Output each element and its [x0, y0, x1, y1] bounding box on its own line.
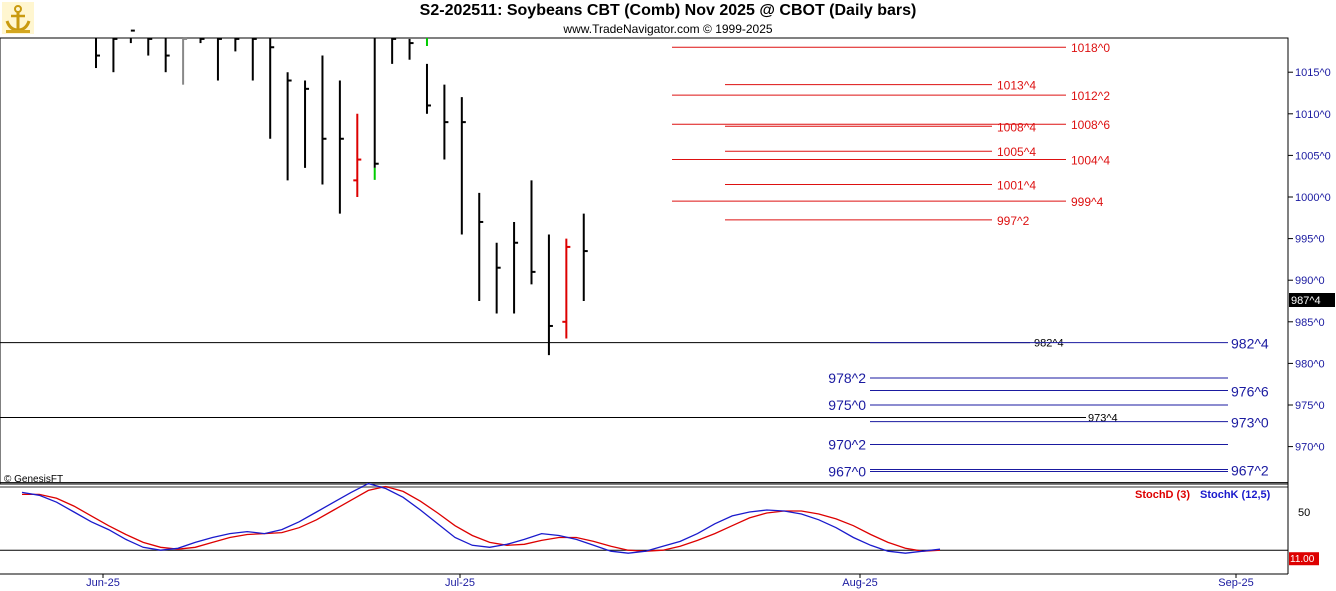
ohlc-bar [216, 37, 222, 81]
ohlc-bar [199, 37, 205, 44]
ohlc-bar [129, 29, 135, 44]
ohlc-bar [95, 38, 100, 69]
ohlc-bar [304, 80, 310, 168]
copyright-label: © GenesisFT [4, 474, 63, 485]
blue-level-label: 970^2 [828, 437, 866, 453]
ohlc-bar [251, 37, 257, 81]
price-tick-label: 970^0 [1295, 442, 1325, 454]
blue-level-label: 973^0 [1231, 415, 1269, 431]
stoch-frame [0, 487, 1288, 570]
price-frame [0, 37, 1289, 485]
red-level-label: 1008^4 [997, 120, 1036, 134]
ohlc-bar [234, 37, 240, 52]
ohlc-bar [269, 38, 275, 139]
red-level-label: 1001^4 [997, 179, 1036, 193]
red-level-label: 1005^4 [997, 145, 1036, 159]
blue-level-label: 967^2 [1231, 462, 1269, 478]
ohlc-bar [391, 37, 397, 64]
red-level-label: 1013^4 [997, 79, 1036, 93]
ohlc-bar [321, 55, 327, 185]
time-tick-label: Sep-25 [1218, 577, 1253, 589]
stoch-tick-50: 50 [1298, 507, 1310, 519]
ohlc-bar [513, 221, 519, 314]
stochastic-panel: StochD (3) StochK (12,5) [0, 482, 1288, 570]
price-panel: 1018^0 1013^4 1012^2 1008^6 1008^4 1005^4 1004… [0, 29, 1289, 485]
time-axis-bg [0, 574, 1336, 591]
ohlc-bar [460, 97, 466, 235]
ohlc-bar [443, 84, 449, 160]
red-level-label: 1012^2 [1071, 89, 1110, 103]
stoch-d-legend: StochD (3) [1135, 489, 1190, 501]
stoch-k-line [21, 482, 941, 554]
time-tick-label: Jul-25 [445, 577, 475, 589]
red-level-label: 1008^6 [1071, 118, 1110, 132]
red-level-label: 997^2 [997, 214, 1030, 228]
ohlc-bar [562, 238, 571, 339]
ohlc-bar [425, 38, 431, 114]
price-tick-label: 995^0 [1295, 234, 1325, 246]
stoch-last-value: 11.00 [1290, 554, 1315, 565]
price-tick-label: 990^0 [1295, 275, 1325, 287]
ohlc-bar [112, 37, 118, 73]
last-price-label: 987^4 [1291, 295, 1321, 307]
blue-level-label: 982^4 [1231, 336, 1269, 352]
ohlc-bar [353, 113, 362, 197]
last-price-box [1289, 293, 1335, 307]
black-level-label: 982^4 [1034, 338, 1064, 350]
red-level-label: 1018^0 [1071, 41, 1110, 55]
ohlc-bar [147, 37, 153, 56]
black-level-label: 973^4 [1088, 412, 1118, 424]
ohlc-bar [286, 72, 292, 181]
ohlc-bar [408, 38, 414, 60]
ohlc-bar [495, 242, 501, 314]
price-tick-label: 1010^0 [1295, 109, 1331, 121]
blue-level-label: 978^2 [828, 370, 866, 386]
axes: 1015^0 1010^0 1005^0 1000^0 995^0 990^0 985^0 9… [0, 38, 1336, 591]
price-axis-bg [1288, 38, 1336, 484]
ohlc-bar [530, 180, 536, 285]
title-bar [0, 0, 1336, 38]
price-tick-label: 980^0 [1295, 358, 1325, 370]
chart-subtitle: www.TradeNavigator.com © 1999-2025 [563, 22, 773, 36]
ohlc-bar [338, 80, 344, 214]
price-tick-label: 975^0 [1295, 400, 1325, 412]
stoch-last-box [1289, 552, 1319, 566]
chart-title: S2-202511: Soybeans CBT (Comb) Nov 2025 … [419, 2, 917, 19]
red-level-label: 1004^4 [1071, 154, 1110, 168]
ohlc-bar [373, 38, 379, 180]
time-tick-label: Jun-25 [86, 577, 120, 589]
ohlc-bar [182, 37, 188, 85]
red-level-label: 999^4 [1071, 195, 1104, 209]
price-tick-label: 1000^0 [1295, 192, 1331, 204]
price-tick-label: 985^0 [1295, 317, 1325, 329]
ohlc-bar [478, 192, 484, 301]
time-tick-label: Aug-25 [842, 577, 877, 589]
ohlc-bar [582, 213, 588, 301]
price-tick-label: 1005^0 [1295, 150, 1331, 162]
blue-level-label: 975^0 [828, 397, 866, 413]
ohlc-bar [547, 234, 553, 356]
blue-level-label: 976^6 [1231, 383, 1269, 399]
blue-level-label: 967^0 [828, 464, 866, 480]
ohlc-bar [164, 38, 170, 73]
gold-anchor-logo-icon[interactable] [2, 2, 34, 34]
stoch-k-legend: StochK (12,5) [1200, 489, 1271, 501]
price-tick-label: 1015^0 [1295, 67, 1331, 79]
